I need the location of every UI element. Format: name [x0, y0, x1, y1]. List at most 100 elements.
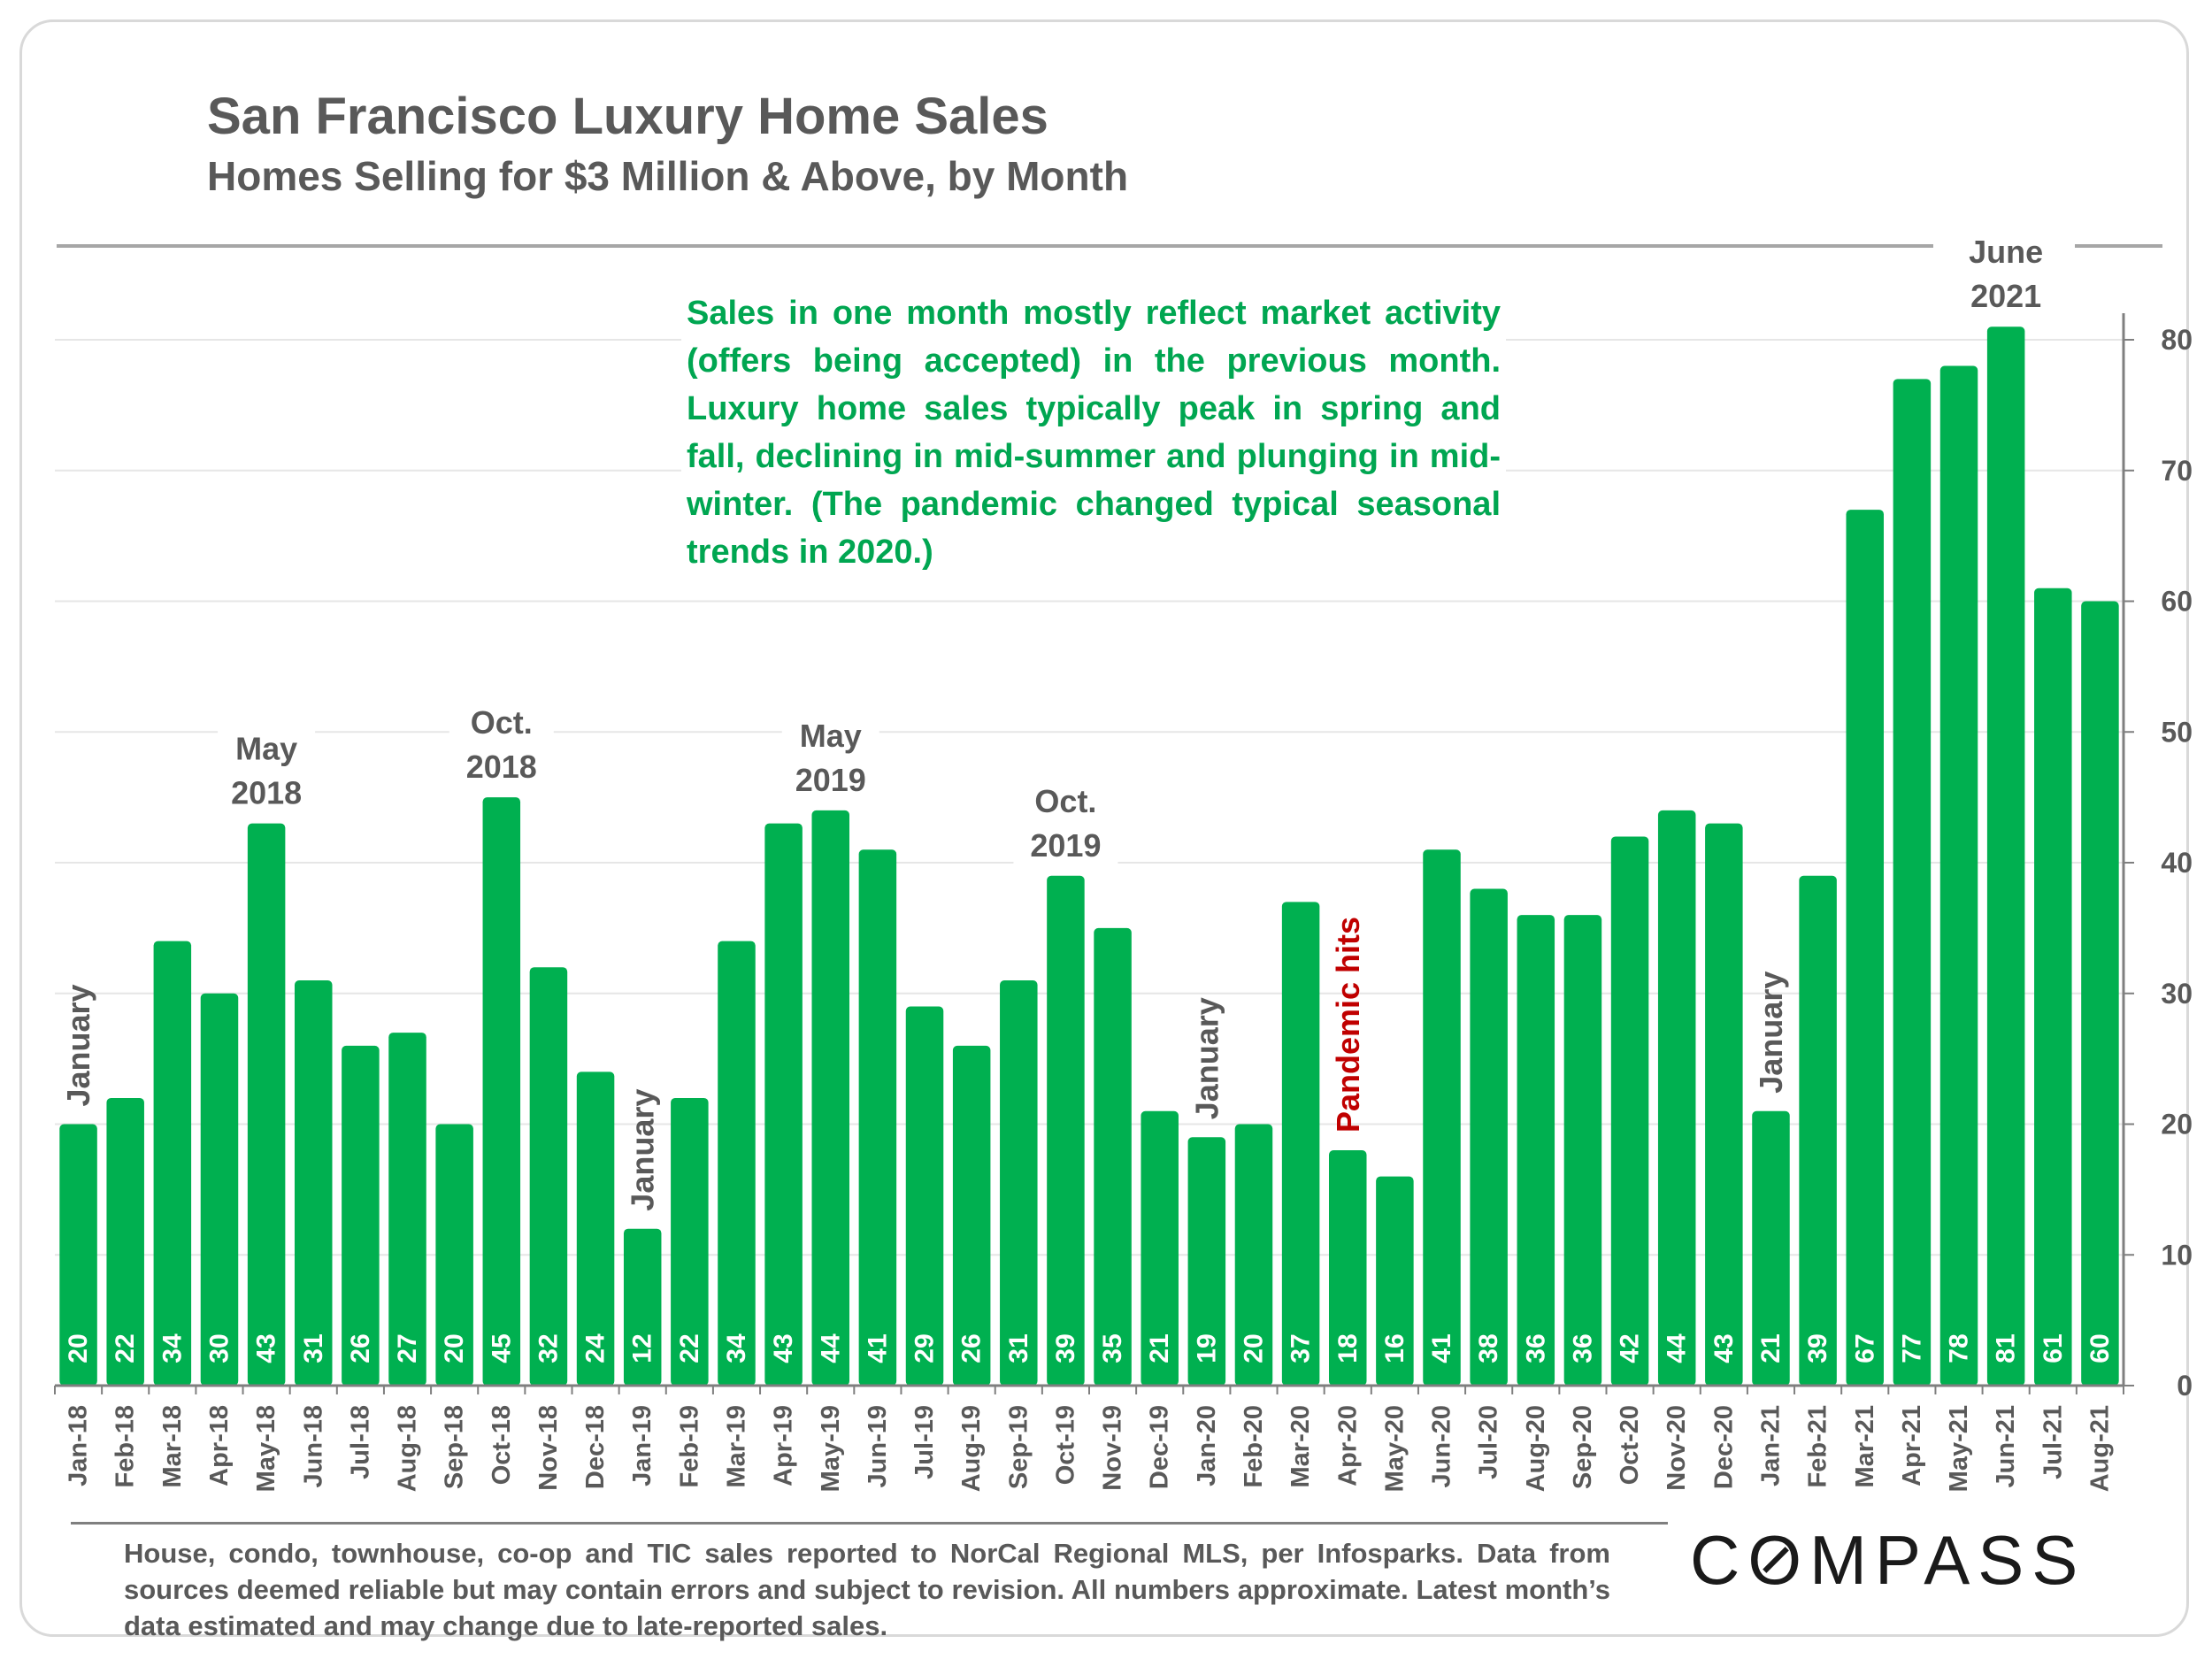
data-label-Dec-19: 21: [1145, 1333, 1174, 1363]
data-label-May-18: 43: [252, 1333, 281, 1363]
x-tick-Mar-18: Mar-18: [158, 1405, 187, 1488]
annotation-4-line-1: 2019: [795, 762, 866, 798]
data-label-Mar-20: 37: [1286, 1333, 1316, 1363]
x-tick-Mar-19: Mar-19: [722, 1405, 750, 1488]
data-label-Aug-20: 36: [1521, 1333, 1550, 1363]
annotation-1-line-0: May: [235, 731, 297, 767]
data-label-Oct-19: 39: [1051, 1333, 1080, 1363]
y-tick-30: 30: [2161, 978, 2193, 1010]
x-tick-Jul-18: Jul-18: [346, 1405, 374, 1479]
bar-Mar-21: [1846, 510, 1885, 1386]
chart-title: San Francisco Luxury Home Sales: [207, 88, 1048, 145]
x-tick-Jul-20: Jul-20: [1475, 1405, 1503, 1479]
data-label-Feb-19: 22: [675, 1333, 704, 1363]
data-label-Sep-20: 36: [1568, 1333, 1597, 1363]
data-label-Jan-19: 12: [628, 1333, 657, 1363]
data-label-May-19: 44: [816, 1333, 845, 1363]
bar-Feb-21: [1799, 875, 1837, 1386]
data-label-Jul-18: 26: [346, 1333, 375, 1363]
bar-Mar-18: [153, 941, 192, 1386]
bar-Oct-20: [1610, 836, 1649, 1386]
bar-Sep-20: [1563, 915, 1602, 1386]
footnote-divider: [71, 1522, 1668, 1525]
chart-frame: [19, 19, 2189, 1637]
data-label-Mar-19: 34: [722, 1333, 751, 1363]
bar-May-19: [811, 810, 850, 1386]
x-tick-Sep-18: Sep-18: [441, 1405, 469, 1489]
data-label-Jun-21: 81: [1992, 1333, 2021, 1363]
x-tick-Mar-21: Mar-21: [1851, 1405, 1879, 1488]
bar-Apr-21: [1893, 379, 1932, 1386]
data-label-Jan-20: 19: [1192, 1333, 1221, 1363]
x-tick-Apr-19: Apr-19: [770, 1405, 798, 1486]
data-label-Nov-18: 32: [534, 1333, 563, 1363]
x-tick-Oct-20: Oct-20: [1616, 1405, 1644, 1485]
x-tick-Jul-19: Jul-19: [910, 1405, 939, 1479]
bar-Jun-21: [1986, 326, 2025, 1386]
data-label-Jan-18: 20: [64, 1333, 93, 1363]
bar-Jan-21: [1752, 1110, 1790, 1386]
x-tick-Nov-20: Nov-20: [1663, 1405, 1691, 1491]
annotation-bg-2-0: [449, 700, 554, 745]
bar-Mar-19: [718, 941, 756, 1386]
annotation-0: January: [60, 984, 96, 1106]
annotation-2-line-1: 2018: [466, 749, 537, 785]
bar-Jan-20: [1187, 1137, 1226, 1386]
x-tick-Dec-19: Dec-19: [1146, 1405, 1174, 1489]
bar-Jul-19: [905, 1006, 944, 1386]
annotation-bg-5-1: [1013, 822, 1118, 867]
data-label-Jul-21: 61: [2039, 1333, 2068, 1363]
y-tick-60: 60: [2161, 586, 2193, 618]
bar-Nov-20: [1657, 810, 1696, 1386]
x-tick-Jun-19: Jun-19: [864, 1405, 892, 1487]
data-label-Aug-18: 27: [393, 1333, 422, 1363]
x-tick-Apr-18: Apr-18: [205, 1405, 234, 1486]
x-tick-May-21: May-21: [1945, 1405, 1973, 1492]
x-tick-Feb-21: Feb-21: [1804, 1405, 1832, 1487]
data-label-Oct-18: 45: [487, 1333, 516, 1363]
bar-May-21: [1939, 365, 1978, 1386]
annotation-bg-4-1: [778, 757, 883, 802]
y-tick-40: 40: [2161, 847, 2193, 879]
data-label-Sep-19: 31: [1004, 1333, 1033, 1363]
bar-Jul-20: [1470, 888, 1508, 1386]
x-tick-Jan-21: Jan-21: [1756, 1405, 1785, 1486]
bar-Jan-18: [59, 1124, 97, 1386]
bar-May-20: [1376, 1176, 1414, 1386]
x-tick-Jan-20: Jan-20: [1193, 1405, 1221, 1486]
annotation-3: January: [625, 1089, 661, 1211]
data-label-Sep-18: 20: [440, 1333, 469, 1363]
annotation-4-line-0: May: [800, 718, 862, 754]
x-tick-Dec-20: Dec-20: [1709, 1405, 1738, 1489]
footnote: House, condo, townhouse, co-op and TIC s…: [124, 1538, 1610, 1641]
bar-Jun-18: [294, 979, 333, 1386]
y-tick-20: 20: [2161, 1109, 2193, 1141]
annotation-5-line-0: Oct.: [1034, 783, 1096, 819]
x-tick-Jul-21: Jul-21: [2039, 1405, 2067, 1479]
bar-Jul-18: [342, 1045, 380, 1386]
x-tick-Feb-20: Feb-20: [1240, 1405, 1268, 1487]
y-tick-0: 0: [2177, 1370, 2193, 1402]
data-label-Apr-20: 18: [1333, 1333, 1363, 1363]
bar-Aug-18: [388, 1033, 426, 1386]
bar-Aug-20: [1517, 915, 1555, 1386]
bar-Mar-20: [1281, 902, 1320, 1386]
annotation-bg-2-1: [449, 744, 554, 789]
compass-logo: COMPASS: [1690, 1521, 2086, 1599]
x-tick-Aug-21: Aug-21: [2085, 1405, 2114, 1492]
bar-Nov-19: [1094, 927, 1132, 1386]
data-label-Jun-20: 41: [1427, 1333, 1456, 1363]
bar-Jan-19: [623, 1228, 662, 1386]
x-tick-Jun-20: Jun-20: [1428, 1405, 1456, 1487]
x-tick-Mar-20: Mar-20: [1286, 1405, 1315, 1488]
data-label-Aug-21: 60: [2085, 1333, 2115, 1363]
bar-Feb-19: [671, 1097, 709, 1386]
bar-Feb-18: [106, 1097, 144, 1386]
x-tick-Jan-18: Jan-18: [65, 1405, 93, 1486]
data-label-Mar-18: 34: [157, 1333, 187, 1363]
annotation-bg-1-1: [214, 770, 319, 815]
annotation-bg-5-0: [1013, 778, 1118, 823]
bar-Apr-18: [200, 993, 239, 1386]
data-label-Apr-18: 30: [204, 1333, 234, 1363]
x-tick-Feb-19: Feb-19: [675, 1405, 703, 1487]
